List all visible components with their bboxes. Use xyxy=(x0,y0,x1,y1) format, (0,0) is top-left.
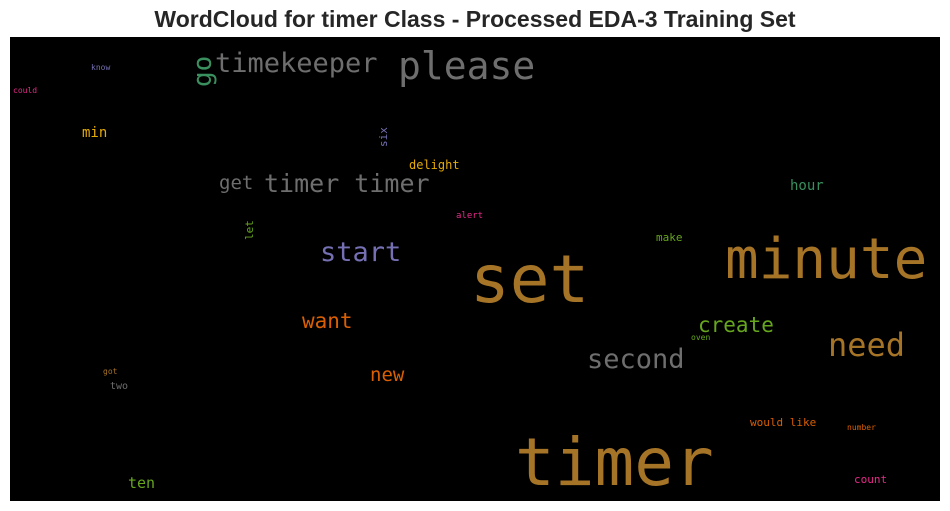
word-could: could xyxy=(13,86,38,95)
word-second: second xyxy=(587,344,685,375)
word-set: set xyxy=(470,241,590,318)
word-timer-timer: timer timer xyxy=(264,169,430,198)
word-need: need xyxy=(828,326,906,364)
word-six: six xyxy=(377,127,390,147)
word-create: create xyxy=(698,313,774,337)
word-minute: minute xyxy=(725,227,928,292)
word-delight: delight xyxy=(409,158,460,172)
word-please: please xyxy=(398,44,536,88)
word-timer-large: timer xyxy=(515,424,714,501)
wordcloud-canvas: timer set minute please timekeeper go ti… xyxy=(10,37,940,501)
word-number: number xyxy=(847,423,876,432)
word-start: start xyxy=(320,237,402,268)
word-let: let xyxy=(243,220,256,240)
word-get: get xyxy=(219,172,254,194)
word-alert: alert xyxy=(456,211,484,221)
chart-title: WordCloud for timer Class - Processed ED… xyxy=(154,6,796,32)
word-oven: oven xyxy=(691,333,711,342)
word-hour: hour xyxy=(790,178,824,194)
word-new: new xyxy=(370,364,405,386)
word-two: two xyxy=(110,381,129,392)
word-timekeeper: timekeeper xyxy=(215,48,378,79)
word-count: count xyxy=(854,473,888,486)
word-ten: ten xyxy=(128,474,156,492)
word-would-like: would like xyxy=(750,416,817,429)
word-min: min xyxy=(82,125,108,141)
word-got: got xyxy=(103,367,118,376)
word-make: make xyxy=(656,231,683,244)
word-go: go xyxy=(188,55,218,87)
word-know: know xyxy=(91,63,111,72)
word-want: want xyxy=(302,309,353,333)
